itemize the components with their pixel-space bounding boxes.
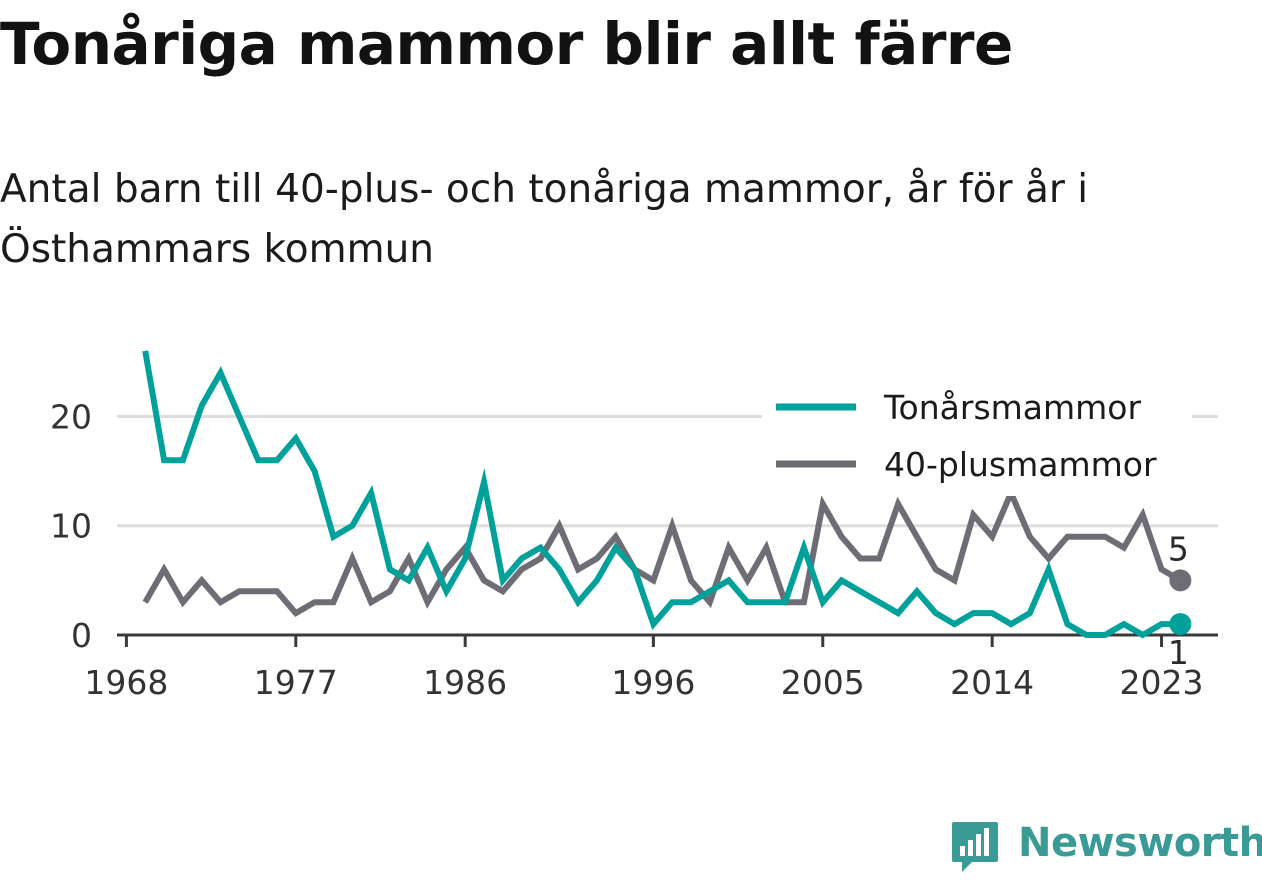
chart-subtitle: Antal barn till 40-plus- och tonåriga ma… [0, 167, 1089, 272]
y-tick-label: 0 [71, 616, 92, 655]
x-tick-label: 1986 [423, 663, 507, 702]
newsworthy-logo: Newsworthy [950, 820, 1262, 878]
series-line-1 [142, 485, 1182, 617]
x-tick-label: 2014 [950, 663, 1034, 702]
y-tick-label: 20 [50, 397, 92, 436]
axes: 0 10 20 1968 1977 1986 1996 2005 2014 2023 [50, 397, 1218, 702]
end-point-marker [1169, 569, 1192, 592]
end-value-label: 1 [1168, 633, 1189, 672]
brand-name: Newsworthy [1018, 820, 1262, 866]
x-tick-label: 1977 [254, 663, 338, 702]
x-tick-label: 1968 [84, 663, 168, 702]
bar-chart-icon [952, 822, 998, 872]
series-lines: 15 [142, 350, 1192, 672]
x-tick-label: 2005 [781, 663, 865, 702]
legend-background [762, 378, 1192, 496]
y-tick-label: 10 [50, 507, 92, 546]
x-tick-label: 1996 [611, 663, 695, 702]
end-value-label: 5 [1168, 529, 1189, 568]
legend-label: Tonårsmammor [883, 388, 1141, 427]
end-point-marker [1169, 613, 1192, 636]
x-tick-label: 2023 [1120, 663, 1204, 702]
series-line-0 [142, 350, 1181, 639]
chart-title: Tonåriga mammor blir allt färre [0, 10, 1013, 78]
legend-label: 40-plusmammor [884, 445, 1157, 484]
legend: Tonårsmammor 40-plusmammor [762, 378, 1192, 496]
